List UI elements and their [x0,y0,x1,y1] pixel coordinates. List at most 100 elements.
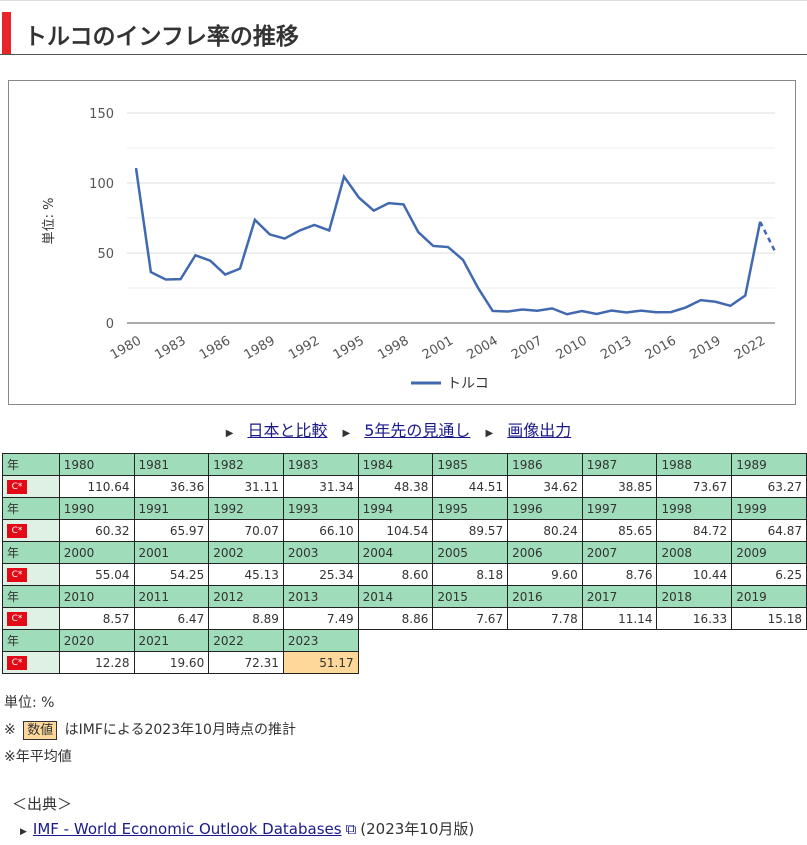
year-label: 年 [2,497,60,520]
value-cell: 89.57 [432,519,509,542]
value-cell: 104.54 [357,519,434,542]
legend-label: トルコ [447,376,489,392]
year-cell: 1983 [282,453,359,476]
value-cell: 44.51 [432,475,509,498]
forecast-link[interactable]: 5年先の見通し [364,421,471,440]
year-cell: 2005 [432,541,509,564]
arrow-icon: ▶ [485,428,494,439]
x-tick-label: 1992 [286,333,322,363]
inflation-table: 年 1980 1981 1982 1983 1984 1985 1986 1987 1988 198… [2,453,807,674]
value-cell: 65.97 [133,519,210,542]
year-cell: 1992 [208,497,284,520]
value-cell: 31.11 [208,475,284,498]
year-cell: 1993 [282,497,359,520]
value-cell: 7.67 [432,607,509,630]
y-tick-label: 50 [97,247,114,262]
external-link-icon: ⧉ [345,820,357,838]
x-tick-label: 1983 [152,333,188,363]
year-cell: 2022 [208,629,284,652]
year-cell: 2018 [656,585,733,608]
empty-cell [432,651,508,674]
year-cell: 2000 [58,541,135,564]
arrow-icon: ▶ [20,827,27,837]
value-cell: 9.60 [507,563,583,586]
compare-japan-link[interactable]: 日本と比較 [247,421,328,440]
x-tick-label: 2001 [420,333,456,363]
value-cell: 8.60 [357,563,434,586]
source-heading: ＜出典＞ [12,795,73,813]
value-cell: 63.27 [731,475,807,498]
value-cell: 48.38 [357,475,434,498]
year-cell: 2016 [507,585,583,608]
x-tick-label: 2022 [732,333,768,363]
value-cell: 8.76 [581,563,658,586]
image-export-link[interactable]: 画像出力 [507,421,572,440]
year-row: 年 2000 2001 2002 2003 2004 2005 2006 2007 2008 200… [2,541,807,564]
year-cell: 1989 [731,453,807,476]
estimate-text: はIMFによる2023年10月時点の推計 [64,722,296,738]
value-cell: 51.17 [282,651,359,674]
year-cell: 2008 [656,541,733,564]
turkey-flag-icon: C* [7,611,27,626]
x-tick-label: 1998 [375,333,411,363]
value-cell: 45.13 [208,563,284,586]
value-cell: 7.78 [507,607,583,630]
value-cell: 7.49 [282,607,359,630]
year-cell: 2019 [731,585,807,608]
year-cell: 2017 [581,585,658,608]
annual-note: ※年平均値 [4,749,72,765]
empty-cell [731,651,807,674]
arrow-icon: ▶ [342,428,351,439]
empty-cell [432,629,508,652]
turkey-flag-icon: C* [7,655,27,670]
year-row: 年 1990 1991 1992 1993 1994 1995 1996 1997 1998 199… [2,497,807,520]
year-label: 年 [2,541,60,564]
value-cell: 6.25 [731,563,807,586]
year-label: 年 [2,453,60,476]
value-cell: 16.33 [656,607,733,630]
year-cell: 2009 [731,541,807,564]
value-cell: 70.07 [208,519,284,542]
empty-cell [358,629,433,652]
year-cell: 2014 [357,585,434,608]
year-cell: 1980 [58,453,135,476]
estimate-note: ※ 数値 はIMFによる2023年10月時点の推計 [4,717,296,744]
chart-links: ▶ 日本と比較 ▶ 5年先の見通し ▶ 画像出力 [0,417,807,441]
year-cell: 2001 [133,541,210,564]
value-cell: 60.32 [58,519,135,542]
value-cell: 8.89 [208,607,284,630]
year-cell: 2013 [282,585,359,608]
turkey-flag-icon: C* [7,479,27,494]
page-title: トルコのインフレ率の推移 [24,24,299,50]
empty-cell [507,651,583,674]
year-cell: 2021 [133,629,210,652]
value-row: C* 110.64 36.36 31.11 31.34 48.38 44.51 34.62 38… [2,475,807,498]
value-cell: 12.28 [58,651,135,674]
x-tick-label: 2013 [598,333,634,363]
arrow-icon: ▶ [225,428,234,439]
value-row: C* 8.57 6.47 8.89 7.49 8.86 7.67 7.78 11.14 16.33… [2,607,807,630]
series-line-turkey [134,167,762,316]
flag-cell: C* [2,519,60,542]
year-cell: 2011 [133,585,210,608]
value-cell: 15.18 [731,607,807,630]
value-cell: 55.04 [58,563,135,586]
y-tick-label: 0 [106,317,114,332]
year-cell: 1984 [357,453,434,476]
value-cell: 8.57 [58,607,135,630]
y-axis-label: 単位: % [41,198,57,245]
x-tick-label: 1995 [331,333,367,363]
y-tick-label: 150 [89,107,114,122]
year-cell: 2003 [282,541,359,564]
estimate-badge: 数値 [23,721,58,740]
x-tick-label: 2004 [464,333,500,363]
flag-cell: C* [2,651,60,674]
chart-svg: 0 50 100 150 1980 1983 1986 1989 1992 1995 1998 200… [41,107,777,392]
empty-cell [358,651,433,674]
year-row: 年 2020 2021 2022 2023 [2,629,807,652]
value-cell: 54.25 [133,563,210,586]
value-cell: 84.72 [656,519,733,542]
imf-source-link[interactable]: IMF - World Economic Outlook Databases [32,820,342,838]
value-cell: 25.34 [282,563,359,586]
year-cell: 2020 [58,629,135,652]
